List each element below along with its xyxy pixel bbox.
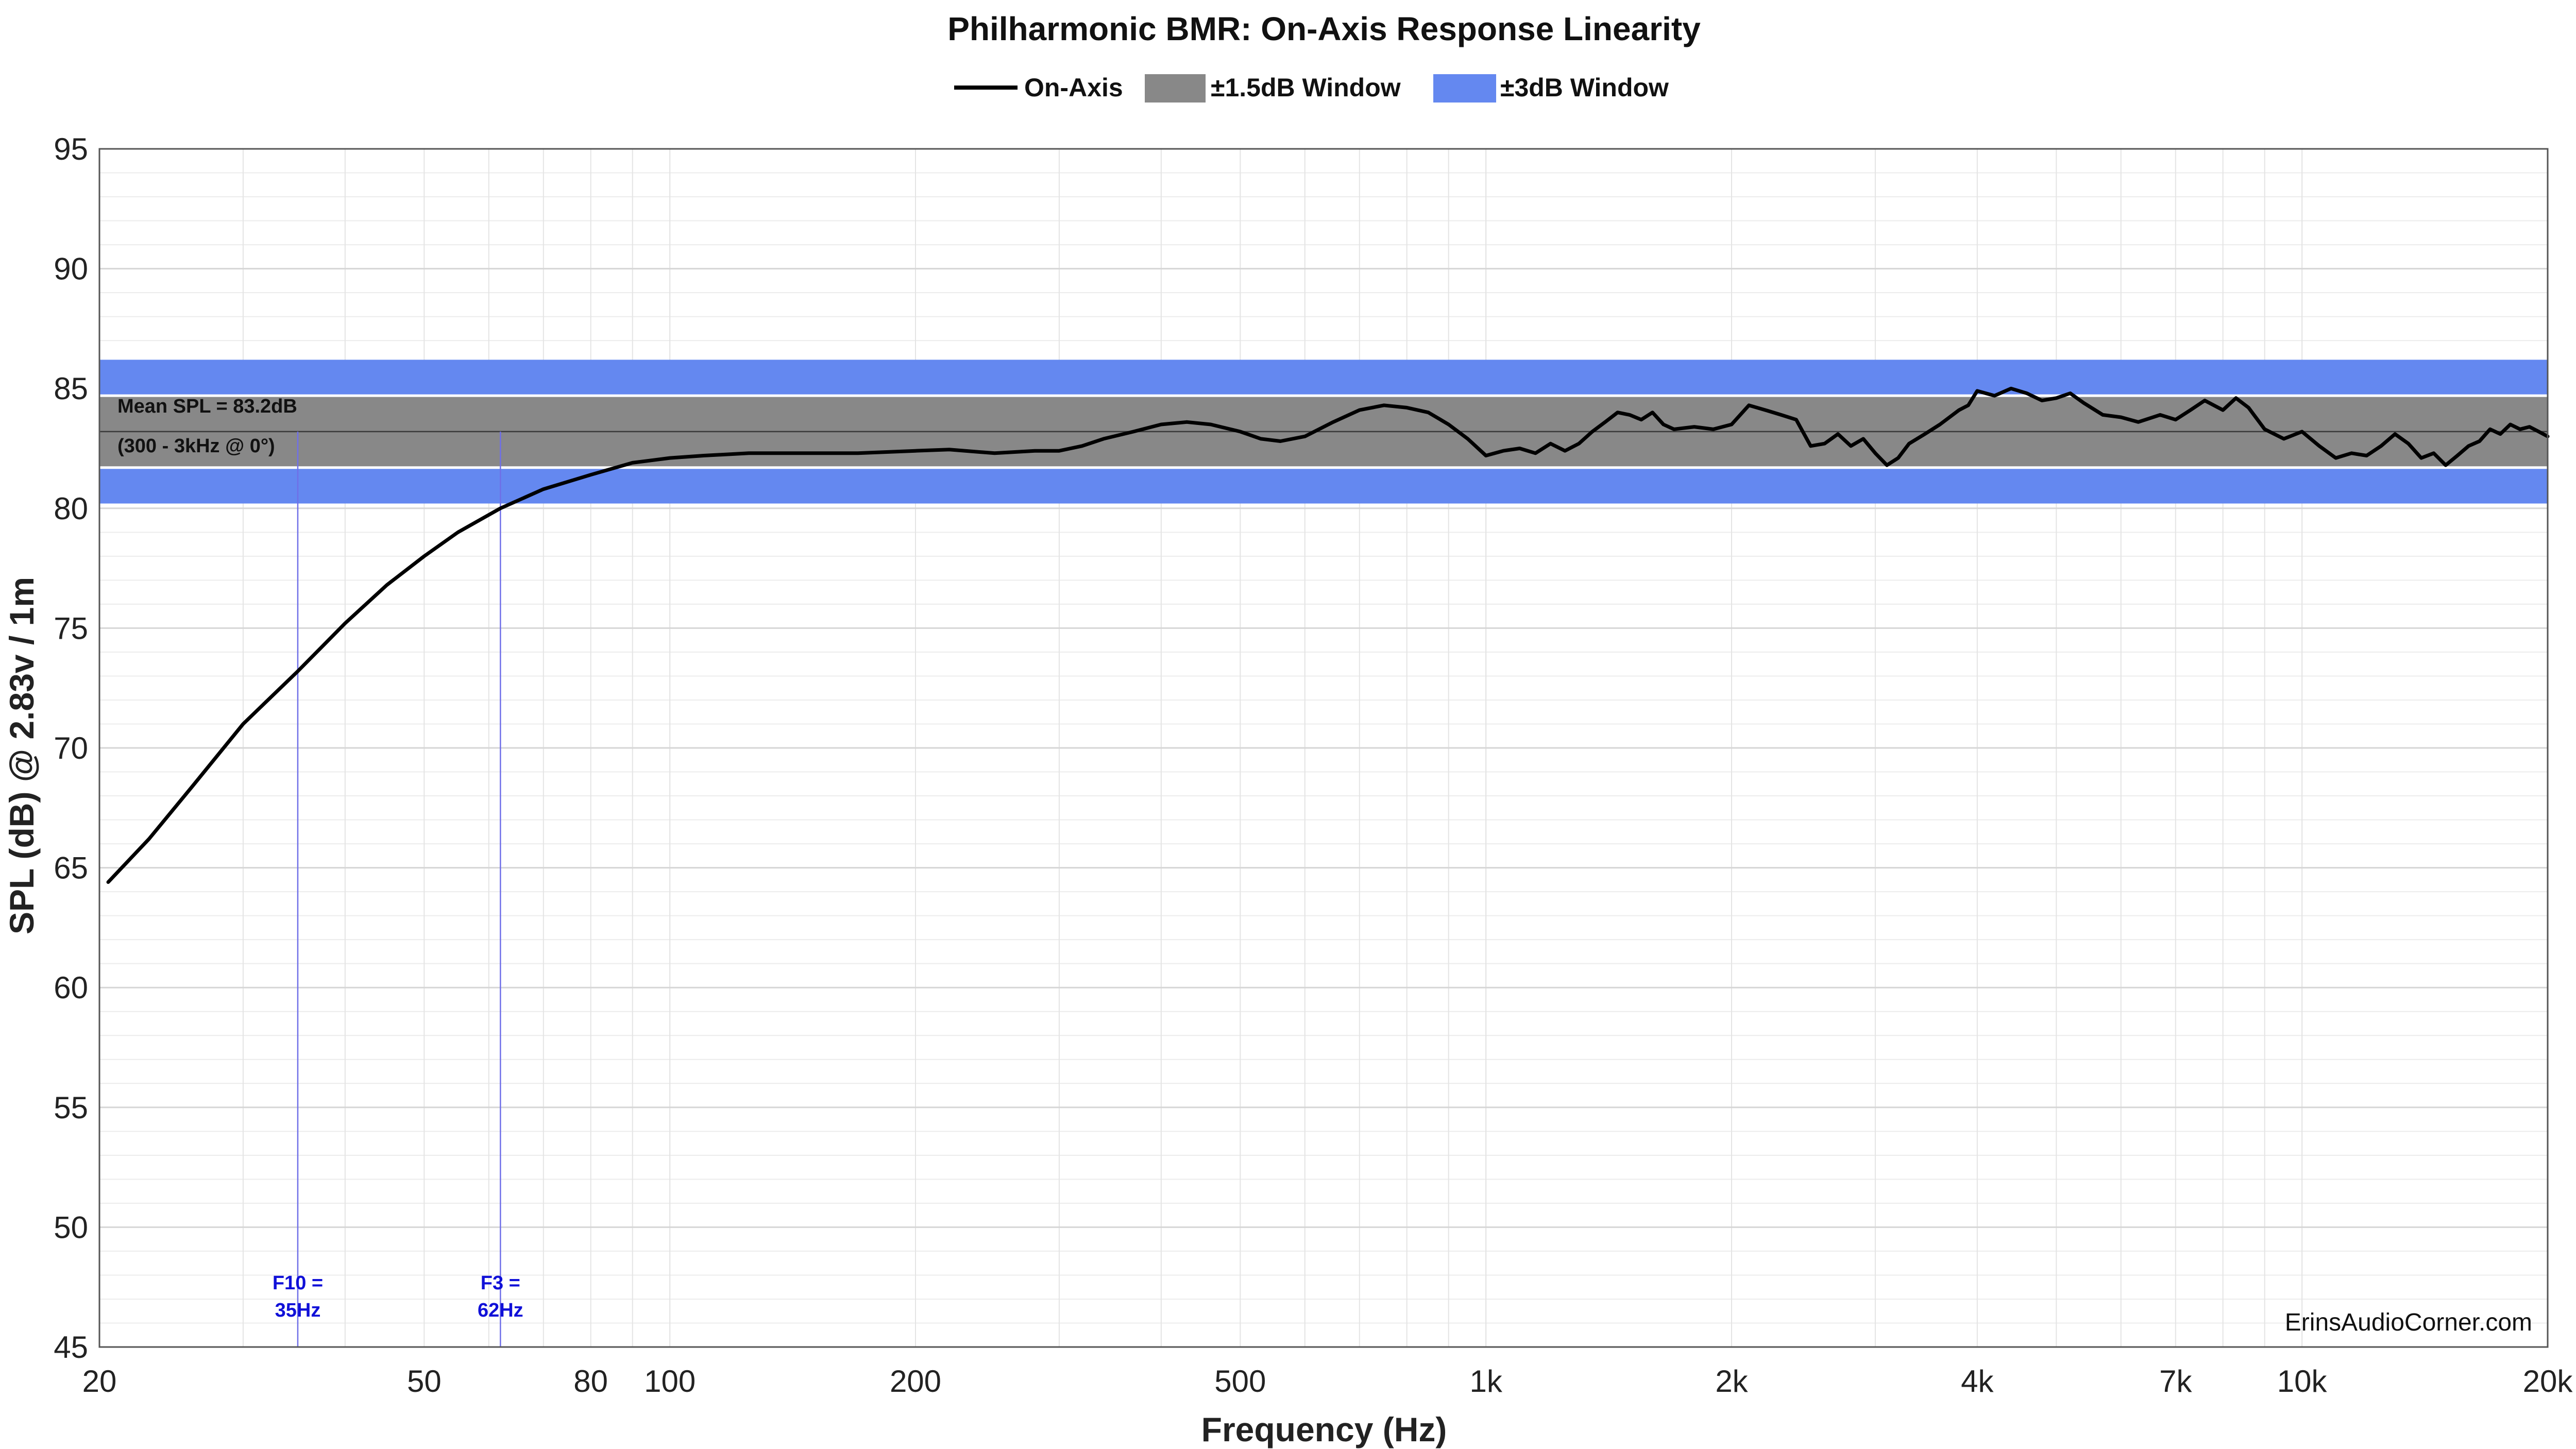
plot-frame bbox=[98, 148, 2549, 1348]
y-tick-label: 45 bbox=[54, 1330, 88, 1365]
marker-value-1: 62Hz bbox=[478, 1300, 523, 1321]
y-tick-label: 95 bbox=[54, 132, 88, 166]
watermark: ErinsAudioCorner.com bbox=[2285, 1309, 2532, 1336]
y-tick-label: 70 bbox=[54, 731, 88, 765]
x-tick-label: 10k bbox=[2277, 1364, 2328, 1399]
y-tick-label: 65 bbox=[54, 851, 88, 885]
y-tick-label: 85 bbox=[54, 371, 88, 406]
legend-swatch-window-3db bbox=[1433, 74, 1496, 103]
legend-swatch-window-1-5db bbox=[1145, 74, 1206, 103]
x-tick-label: 4k bbox=[1961, 1364, 1994, 1399]
x-tick-label: 500 bbox=[1214, 1364, 1266, 1399]
x-axis-label: Frequency (Hz) bbox=[1201, 1410, 1447, 1448]
marker-label-1: F3 = bbox=[481, 1272, 520, 1294]
y-tick-label: 50 bbox=[54, 1210, 88, 1245]
x-tick-label: 200 bbox=[890, 1364, 941, 1399]
x-tick-label: 20 bbox=[82, 1364, 117, 1399]
marker-value-0: 35Hz bbox=[275, 1300, 321, 1321]
legend-label-window-3db: ±3dB Window bbox=[1500, 73, 1669, 102]
y-tick-label: 90 bbox=[54, 252, 88, 286]
legend-label-on-axis: On-Axis bbox=[1024, 73, 1123, 102]
series-line-0 bbox=[106, 386, 2550, 884]
y-tick-label: 75 bbox=[54, 611, 88, 645]
x-tick-label: 20k bbox=[2523, 1364, 2573, 1399]
y-tick-label: 55 bbox=[54, 1090, 88, 1125]
y-tick-label: 60 bbox=[54, 970, 88, 1005]
x-tick-label: 100 bbox=[644, 1364, 696, 1399]
y-tick-label: 80 bbox=[54, 491, 88, 526]
legend-label-window-1-5db: ±1.5dB Window bbox=[1211, 73, 1401, 102]
x-tick-label: 80 bbox=[573, 1364, 608, 1399]
chart-title: Philharmonic BMR: On-Axis Response Linea… bbox=[947, 10, 1701, 47]
mean-spl-label: Mean SPL = 83.2dB bbox=[117, 396, 297, 417]
plot-area: Mean SPL = 83.2dB (300 - 3kHz @ 0°) F10 = 3… bbox=[54, 132, 2573, 1399]
x-tick-label: 1k bbox=[1469, 1364, 1502, 1399]
mean-spl-range-label: (300 - 3kHz @ 0°) bbox=[117, 435, 275, 457]
y-axis-label: SPL (dB) @ 2.83v / 1m bbox=[3, 577, 41, 934]
legend: On-Axis ±1.5dB Window ±3dB Window bbox=[954, 73, 1669, 103]
x-tick-label: 2k bbox=[1715, 1364, 1748, 1399]
x-tick-label: 7k bbox=[2159, 1364, 2192, 1399]
x-tick-label: 50 bbox=[407, 1364, 442, 1399]
marker-label-0: F10 = bbox=[273, 1272, 323, 1294]
